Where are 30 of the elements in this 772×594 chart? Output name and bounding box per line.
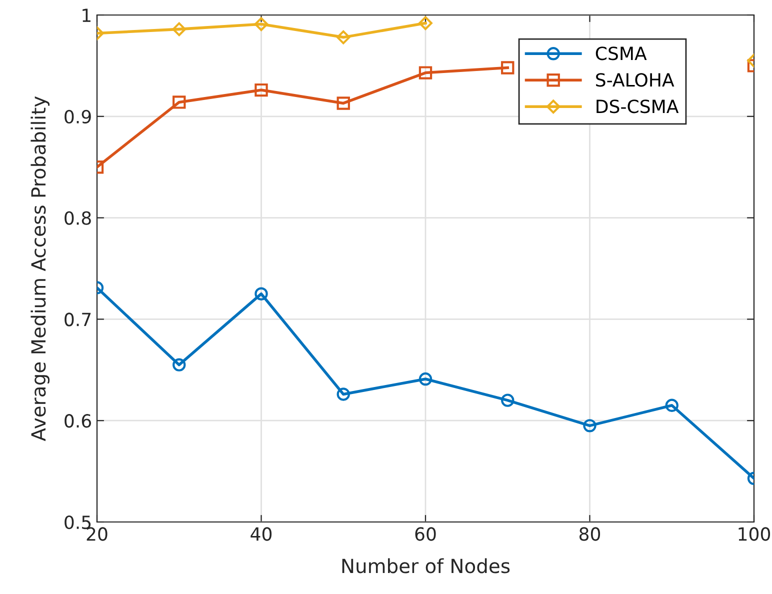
y-tick-label: 0.8: [64, 211, 91, 225]
point: [501, 61, 514, 74]
point: [172, 96, 186, 109]
x-tick-label: 80: [579, 527, 600, 541]
y-tick-label: 0.7: [64, 312, 91, 326]
legend-label: S-ALOHA: [596, 73, 674, 87]
x-tick-label: 100: [738, 527, 770, 541]
y-tick-label: 1: [82, 8, 90, 22]
point: [254, 287, 268, 300]
point: [172, 22, 186, 36]
point: [336, 96, 350, 110]
point: [418, 66, 432, 80]
point: [254, 17, 268, 32]
legend-label: DS-CSMA: [596, 100, 679, 114]
point: [336, 388, 350, 401]
y-tick-label: 0.6: [64, 414, 92, 428]
point: [418, 372, 432, 386]
x-tick-label: 40: [250, 527, 272, 541]
point: [501, 394, 514, 407]
x-tick-label: 20: [86, 527, 108, 541]
x-tick-label: 60: [415, 527, 436, 541]
point: [172, 358, 186, 372]
y-tick-label: 0.5: [64, 515, 91, 530]
point: [254, 83, 268, 97]
legend-label: CSMA: [596, 46, 647, 60]
y-axis-title: Average Medium Access Probability: [30, 96, 50, 442]
x-axis-title: Number of Nodes: [342, 558, 510, 574]
point: [418, 16, 432, 30]
y-tick-label: 0.9: [64, 110, 91, 124]
point: [336, 30, 350, 44]
